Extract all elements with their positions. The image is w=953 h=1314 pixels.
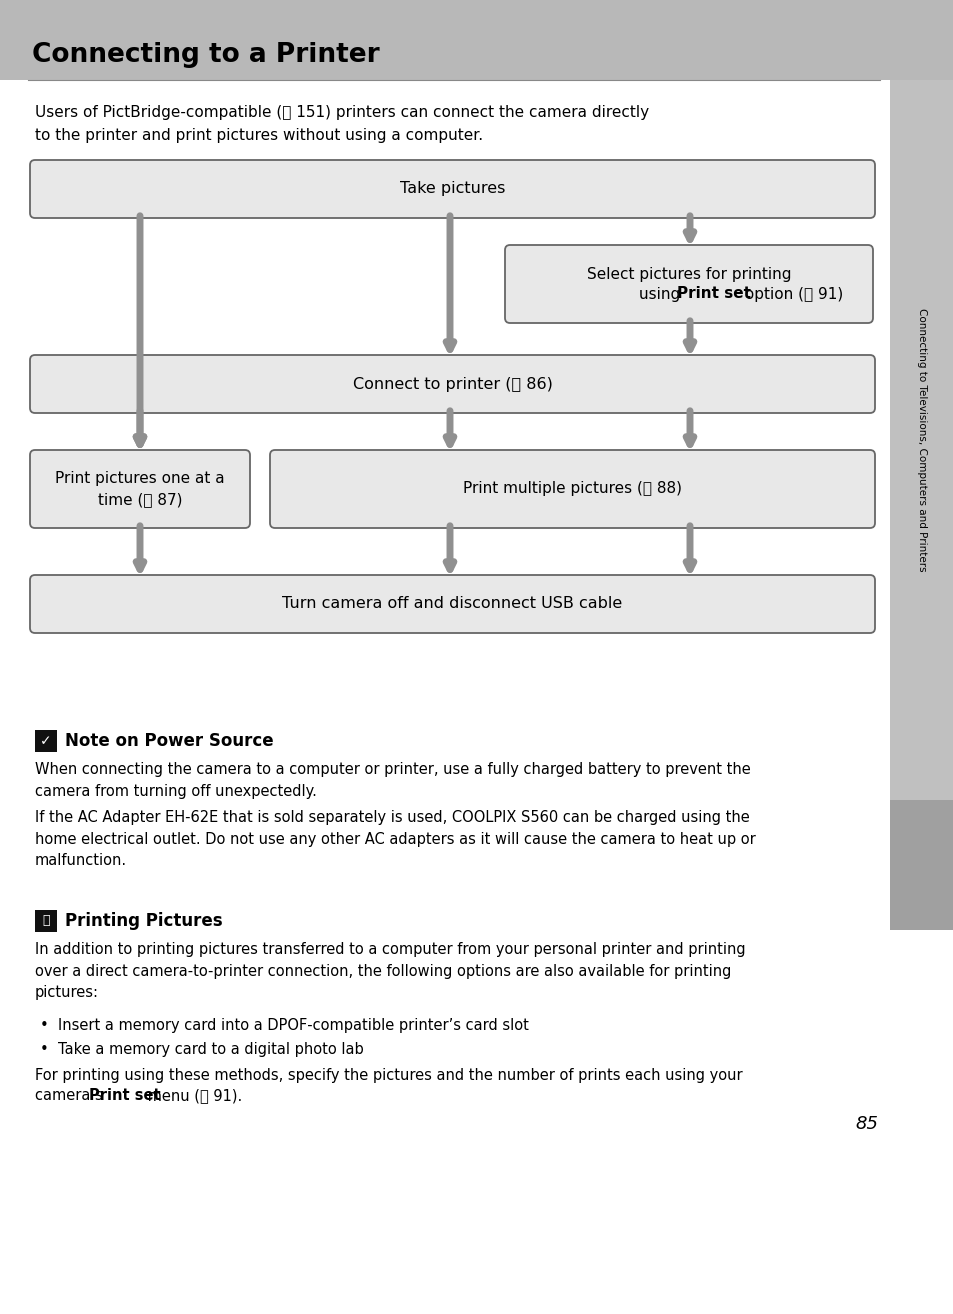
- Bar: [35, 731, 57, 752]
- Bar: [35, 911, 57, 932]
- Text: •  Insert a memory card into a DPOF-compatible printer’s card slot: • Insert a memory card into a DPOF-compa…: [40, 1018, 528, 1033]
- Text: Connecting to a Printer: Connecting to a Printer: [32, 42, 379, 68]
- FancyBboxPatch shape: [30, 160, 874, 218]
- Text: •  Take a memory card to a digital photo lab: • Take a memory card to a digital photo …: [40, 1042, 363, 1056]
- Text: Connect to printer (Ⓢ 86): Connect to printer (Ⓢ 86): [353, 377, 552, 392]
- Text: Note on Power Source: Note on Power Source: [65, 732, 274, 750]
- FancyBboxPatch shape: [504, 244, 872, 323]
- Text: Select pictures for printing: Select pictures for printing: [586, 267, 790, 281]
- Text: ✓: ✓: [40, 735, 51, 748]
- FancyBboxPatch shape: [270, 449, 874, 528]
- Text: Connecting to Televisions, Computers and Printers: Connecting to Televisions, Computers and…: [916, 309, 926, 572]
- Text: Print pictures one at a
time (Ⓢ 87): Print pictures one at a time (Ⓢ 87): [55, 470, 225, 507]
- Bar: [889, 80, 953, 800]
- Text: Take pictures: Take pictures: [399, 181, 505, 197]
- Text: menu (Ⓢ 91).: menu (Ⓢ 91).: [143, 1088, 242, 1102]
- Bar: [0, 0, 953, 80]
- Text: Print multiple pictures (Ⓢ 88): Print multiple pictures (Ⓢ 88): [462, 481, 681, 497]
- Text: Users of PictBridge-compatible (Ⓢ 151) printers can connect the camera directly: Users of PictBridge-compatible (Ⓢ 151) p…: [35, 105, 648, 120]
- Text: For printing using these methods, specify the pictures and the number of prints : For printing using these methods, specif…: [35, 1068, 741, 1083]
- FancyBboxPatch shape: [30, 576, 874, 633]
- Text: using: using: [639, 286, 684, 301]
- Bar: [889, 800, 953, 930]
- Text: Print set: Print set: [677, 286, 750, 301]
- FancyBboxPatch shape: [30, 449, 250, 528]
- Text: When connecting the camera to a computer or printer, use a fully charged battery: When connecting the camera to a computer…: [35, 762, 750, 799]
- Text: ⌕: ⌕: [42, 915, 50, 928]
- Text: Printing Pictures: Printing Pictures: [65, 912, 222, 930]
- Text: camera’s: camera’s: [35, 1088, 108, 1102]
- FancyBboxPatch shape: [30, 355, 874, 413]
- Text: to the printer and print pictures without using a computer.: to the printer and print pictures withou…: [35, 127, 482, 143]
- Text: Turn camera off and disconnect USB cable: Turn camera off and disconnect USB cable: [282, 597, 622, 611]
- Text: If the AC Adapter EH-62E that is sold separately is used, COOLPIX S560 can be ch: If the AC Adapter EH-62E that is sold se…: [35, 809, 755, 869]
- Text: 85: 85: [854, 1116, 877, 1133]
- Text: Print set: Print set: [89, 1088, 160, 1102]
- Text: In addition to printing pictures transferred to a computer from your personal pr: In addition to printing pictures transfe…: [35, 942, 745, 1000]
- Text: option (Ⓢ 91): option (Ⓢ 91): [740, 286, 842, 301]
